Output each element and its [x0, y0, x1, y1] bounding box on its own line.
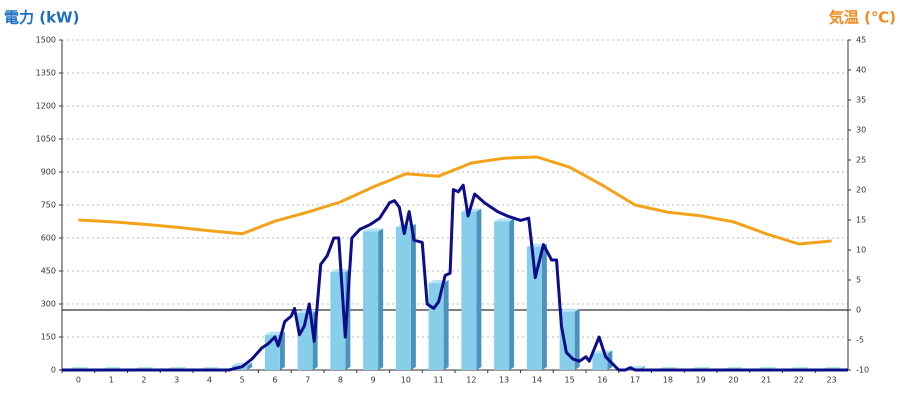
x-tick-label: 23: [827, 376, 837, 385]
bar: [526, 243, 547, 370]
y-tick-label: 750: [41, 201, 56, 210]
x-tick-label: 12: [466, 376, 476, 385]
y2-tick-label: -5: [856, 336, 864, 345]
x-tick-label: 8: [338, 376, 343, 385]
bar-face: [509, 218, 515, 370]
y2-tick-label: 35: [856, 96, 866, 105]
y-tick-label: 450: [41, 267, 56, 276]
bar-face: [443, 280, 449, 370]
x-tick-label: 18: [663, 376, 673, 385]
bar-face: [574, 308, 580, 370]
y2-tick-label: 10: [856, 246, 866, 255]
y2-tick-label: 25: [856, 156, 866, 165]
x-tick-label: 17: [630, 376, 640, 385]
bar-face: [592, 350, 613, 354]
bar: [494, 218, 515, 370]
bar: [395, 224, 416, 370]
x-tick-label: 10: [401, 376, 411, 385]
bar-face: [279, 331, 285, 370]
x-tick-label: 5: [240, 376, 245, 385]
y-tick-label: 0: [51, 366, 56, 375]
y-tick-label: 1050: [36, 135, 56, 144]
x-tick-label: 6: [272, 376, 277, 385]
bar-face: [526, 246, 542, 370]
bar: [428, 280, 449, 370]
y2-tick-label: 30: [856, 126, 866, 135]
line: [78, 155, 832, 246]
x-tick-label: 0: [76, 376, 81, 385]
bar-face: [494, 218, 515, 222]
bar-face: [410, 224, 416, 370]
y-tick-label: 600: [41, 234, 56, 243]
x-tick-label: 7: [305, 376, 310, 385]
x-tick-label: 20: [728, 376, 738, 385]
y2-tick-label: 20: [856, 186, 866, 195]
x-tick-label: 16: [597, 376, 607, 385]
x-tick-label: 15: [565, 376, 575, 385]
bar: [461, 208, 482, 370]
bar-face: [363, 231, 379, 370]
bar-face: [428, 283, 444, 370]
bar-face: [395, 227, 411, 370]
bar-face: [297, 312, 313, 370]
bar-face: [363, 228, 384, 232]
y2-tick-label: 45: [856, 36, 866, 45]
y-tick-label: 1500: [36, 36, 56, 45]
x-tick-label: 2: [141, 376, 146, 385]
y-tick-label: 300: [41, 300, 56, 309]
y-tick-label: 150: [41, 333, 56, 342]
bar-face: [247, 362, 253, 370]
bar-face: [494, 221, 510, 370]
bar-face: [541, 243, 547, 370]
bar-face: [461, 211, 477, 370]
bar-face: [476, 208, 482, 370]
y-tick-label: 900: [41, 168, 56, 177]
y-tick-label: 1350: [36, 69, 56, 78]
y2-tick-label: 0: [856, 306, 861, 315]
bar-face: [378, 228, 384, 370]
y-tick-label: 1200: [36, 102, 56, 111]
x-tick-label: 3: [174, 376, 179, 385]
bar-face: [559, 308, 580, 312]
x-tick-label: 22: [794, 376, 804, 385]
bar-face: [592, 353, 608, 370]
x-tick-label: 1: [109, 376, 114, 385]
y2-tick-label: -10: [856, 366, 869, 375]
y2-tick-label: 15: [856, 216, 866, 225]
x-tick-label: 13: [499, 376, 509, 385]
x-tick-label: 11: [434, 376, 444, 385]
x-tick-label: 4: [207, 376, 212, 385]
y2-tick-label: 5: [856, 276, 861, 285]
x-tick-label: 9: [371, 376, 376, 385]
y-axis-title: 電力 (kW): [4, 9, 79, 27]
x-tick-label: 21: [761, 376, 771, 385]
x-tick-label: 14: [532, 376, 542, 385]
bar: [363, 228, 384, 370]
y2-tick-label: 40: [856, 66, 866, 75]
y2-axis-title: 気温 (℃): [829, 9, 896, 27]
line: [62, 183, 848, 372]
x-tick-label: 19: [696, 376, 706, 385]
